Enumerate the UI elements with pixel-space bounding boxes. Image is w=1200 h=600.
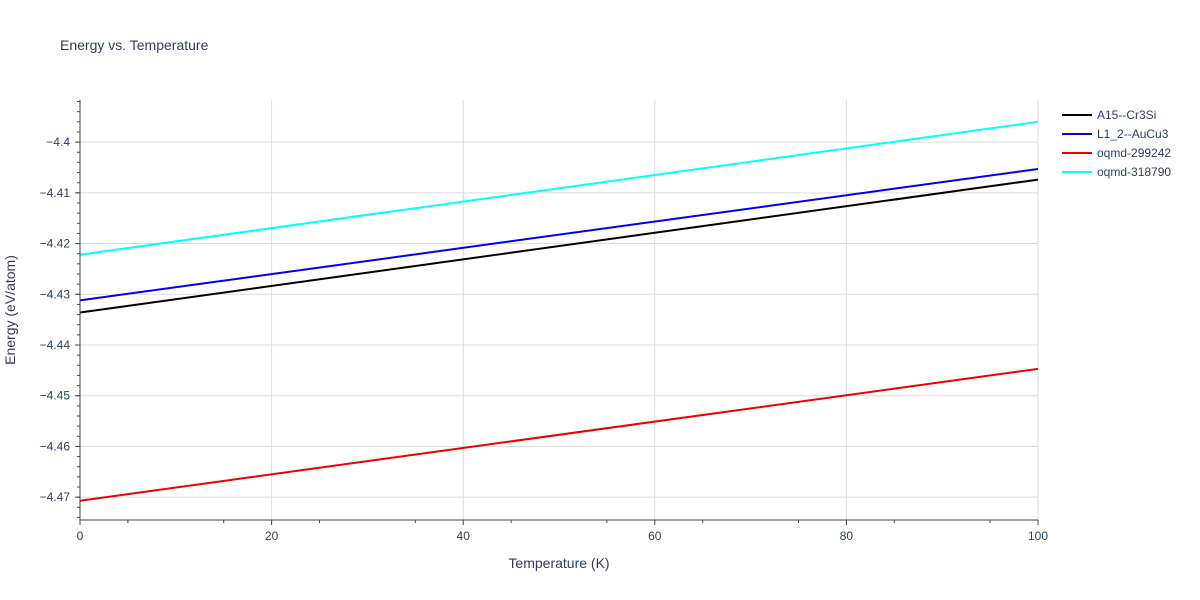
x-tick-label: 40 — [457, 529, 471, 543]
legend-item[interactable]: oqmd-318790 — [1062, 165, 1171, 179]
y-tick-label: −4.4 — [46, 135, 70, 149]
legend-label: A15--Cr3Si — [1097, 108, 1156, 122]
y-tick-label: −4.42 — [40, 237, 71, 251]
legend[interactable]: A15--Cr3Si L1_2--AuCu3 oqmd-299242 oqmd-318… — [1062, 108, 1171, 179]
x-axis-title: Temperature (K) — [508, 555, 609, 571]
series-line-4[interactable] — [79, 120, 1039, 256]
legend-label: oqmd-299242 — [1097, 146, 1171, 160]
chart-title: Energy vs. Temperature — [60, 37, 209, 53]
series-line-2[interactable] — [79, 167, 1039, 302]
x-tick-label: 60 — [648, 529, 662, 543]
x-tick-label: 100 — [1028, 529, 1048, 543]
legend-label: oqmd-318790 — [1097, 165, 1171, 179]
y-axis-title: Energy (eV/atom) — [2, 255, 18, 365]
legend-label: L1_2--AuCu3 — [1097, 127, 1169, 141]
y-tick-label: −4.45 — [40, 389, 71, 403]
series-line-3[interactable] — [79, 367, 1039, 502]
legend-item[interactable]: L1_2--AuCu3 — [1062, 127, 1169, 141]
x-tick-label: 0 — [77, 529, 84, 543]
x-tick-label: 20 — [265, 529, 279, 543]
y-tick-label: −4.43 — [40, 287, 71, 301]
y-tick-label: −4.47 — [40, 490, 71, 504]
y-tick-label: −4.44 — [40, 338, 71, 352]
gridlines — [80, 100, 1039, 520]
legend-item[interactable]: oqmd-299242 — [1062, 146, 1171, 160]
y-tick-label: −4.41 — [40, 186, 71, 200]
series-line-1[interactable] — [79, 178, 1039, 314]
y-tick-label: −4.46 — [40, 439, 71, 453]
x-tick-label: 80 — [840, 529, 854, 543]
plot-area — [79, 120, 1039, 502]
tick-labels: 0 20 40 60 80 100 −4.47 −4.46 −4.45 −4.44 −4.43 −4.… — [40, 101, 1048, 543]
legend-item[interactable]: A15--Cr3Si — [1062, 108, 1156, 122]
axes — [79, 100, 1038, 521]
